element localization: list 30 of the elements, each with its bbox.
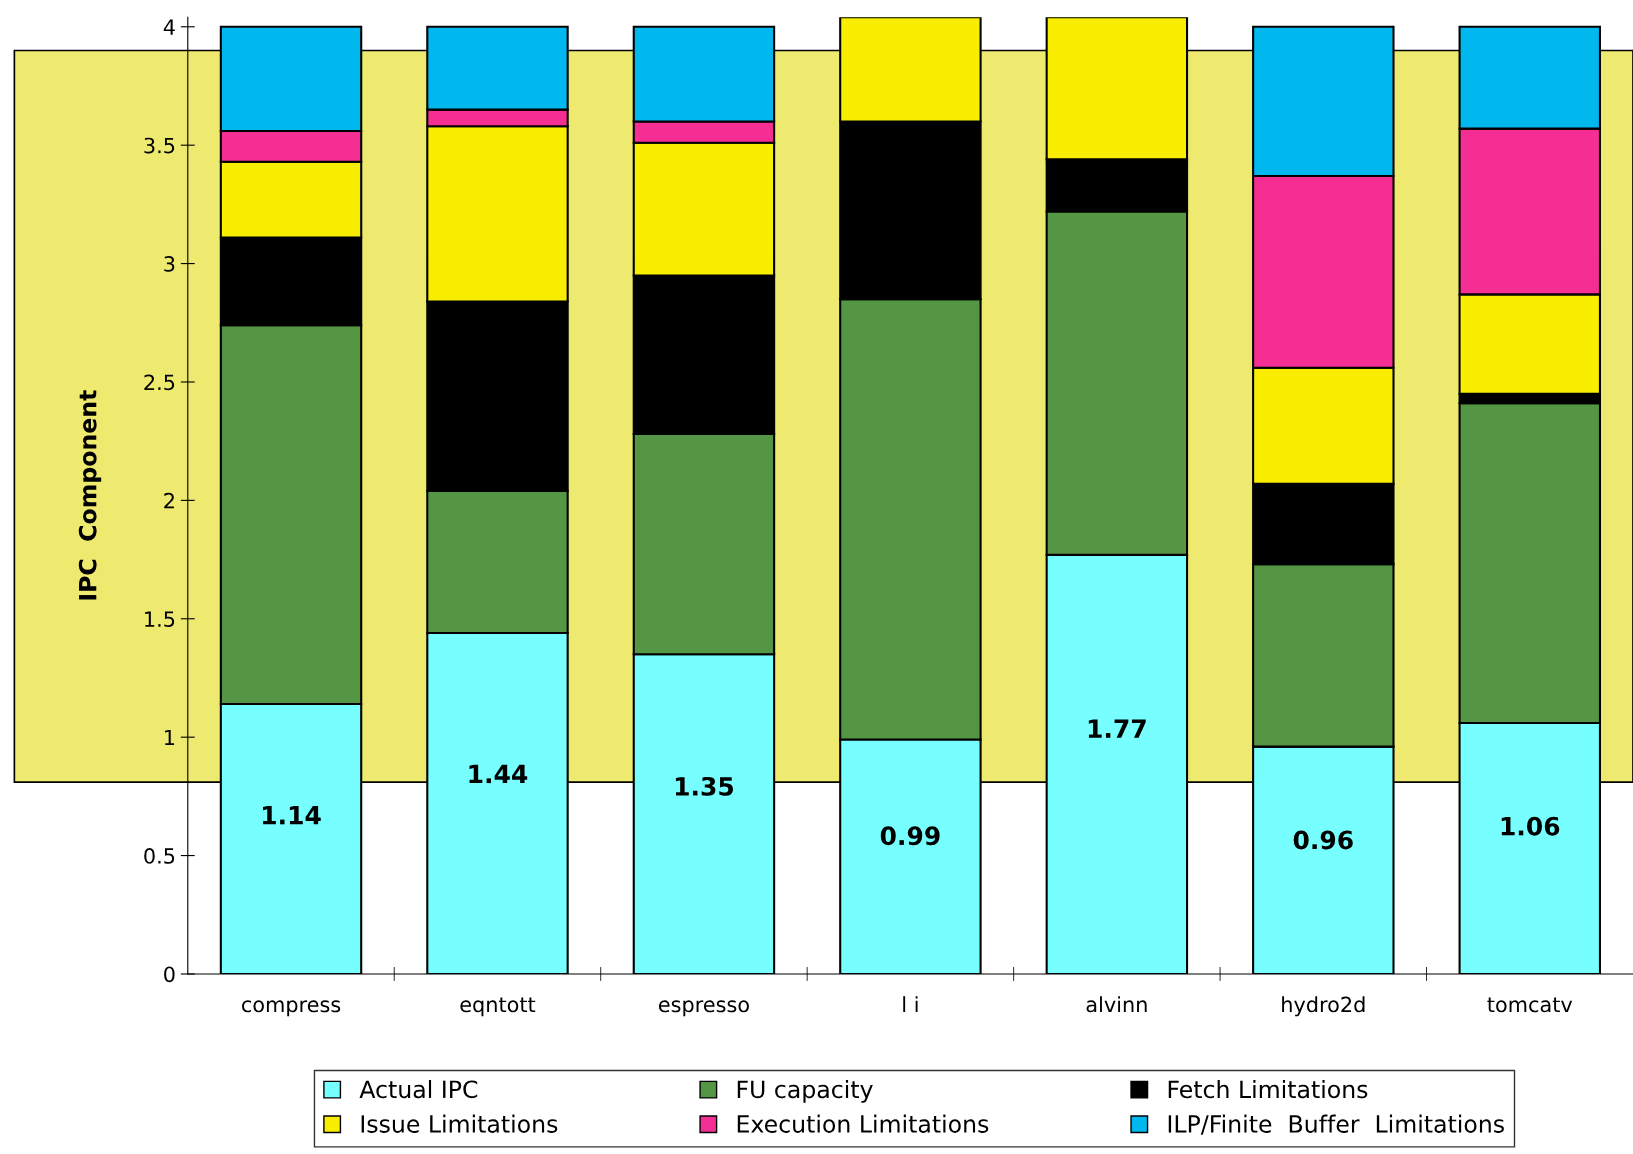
y-tick-label: 2 [164,492,174,509]
legend-label: Fetch Limitations [1168,1079,1368,1099]
y-tick-label: 4 [163,19,175,35]
x-tick-label: espresso [658,1000,749,1017]
data-label: 1.44 [469,764,528,784]
x-tick-label: compress [242,1000,341,1017]
legend-label: Actual IPC [359,1079,478,1099]
data-label: 1.35 [675,776,734,796]
y-tick-label: 2.5 [144,374,175,391]
x-tick-label: eqntott [460,997,536,1017]
y-tick-label: 0 [164,966,175,983]
y-tick-label: 1.5 [145,611,175,627]
y-tick-label: 0.5 [144,848,175,864]
x-tick-label: hydro2d [1282,996,1365,1017]
x-tick-label: alvinn [1086,996,1147,1013]
x-tick-label: tomcatv [1487,997,1573,1013]
legend-label: ILP/Finite Buffer Limitations [1168,1114,1504,1135]
data-label: 1.14 [263,806,321,825]
legend-label: Issue Limitations [361,1114,558,1133]
x-tick-label: l i [903,996,918,1013]
y-tick-label: 1 [165,729,175,746]
legend-label: FU capacity [737,1079,873,1103]
y-axis-title: IPC Component [78,390,102,600]
data-label: 1.77 [1088,719,1146,738]
data-label: 0.99 [880,826,940,846]
data-label: 0.96 [1293,830,1353,850]
y-tick-label: 3 [164,256,175,272]
y-tick-label: 3.5 [144,137,175,154]
data-label: 1.06 [1501,816,1560,836]
legend-label: Execution Limitations [737,1114,989,1133]
